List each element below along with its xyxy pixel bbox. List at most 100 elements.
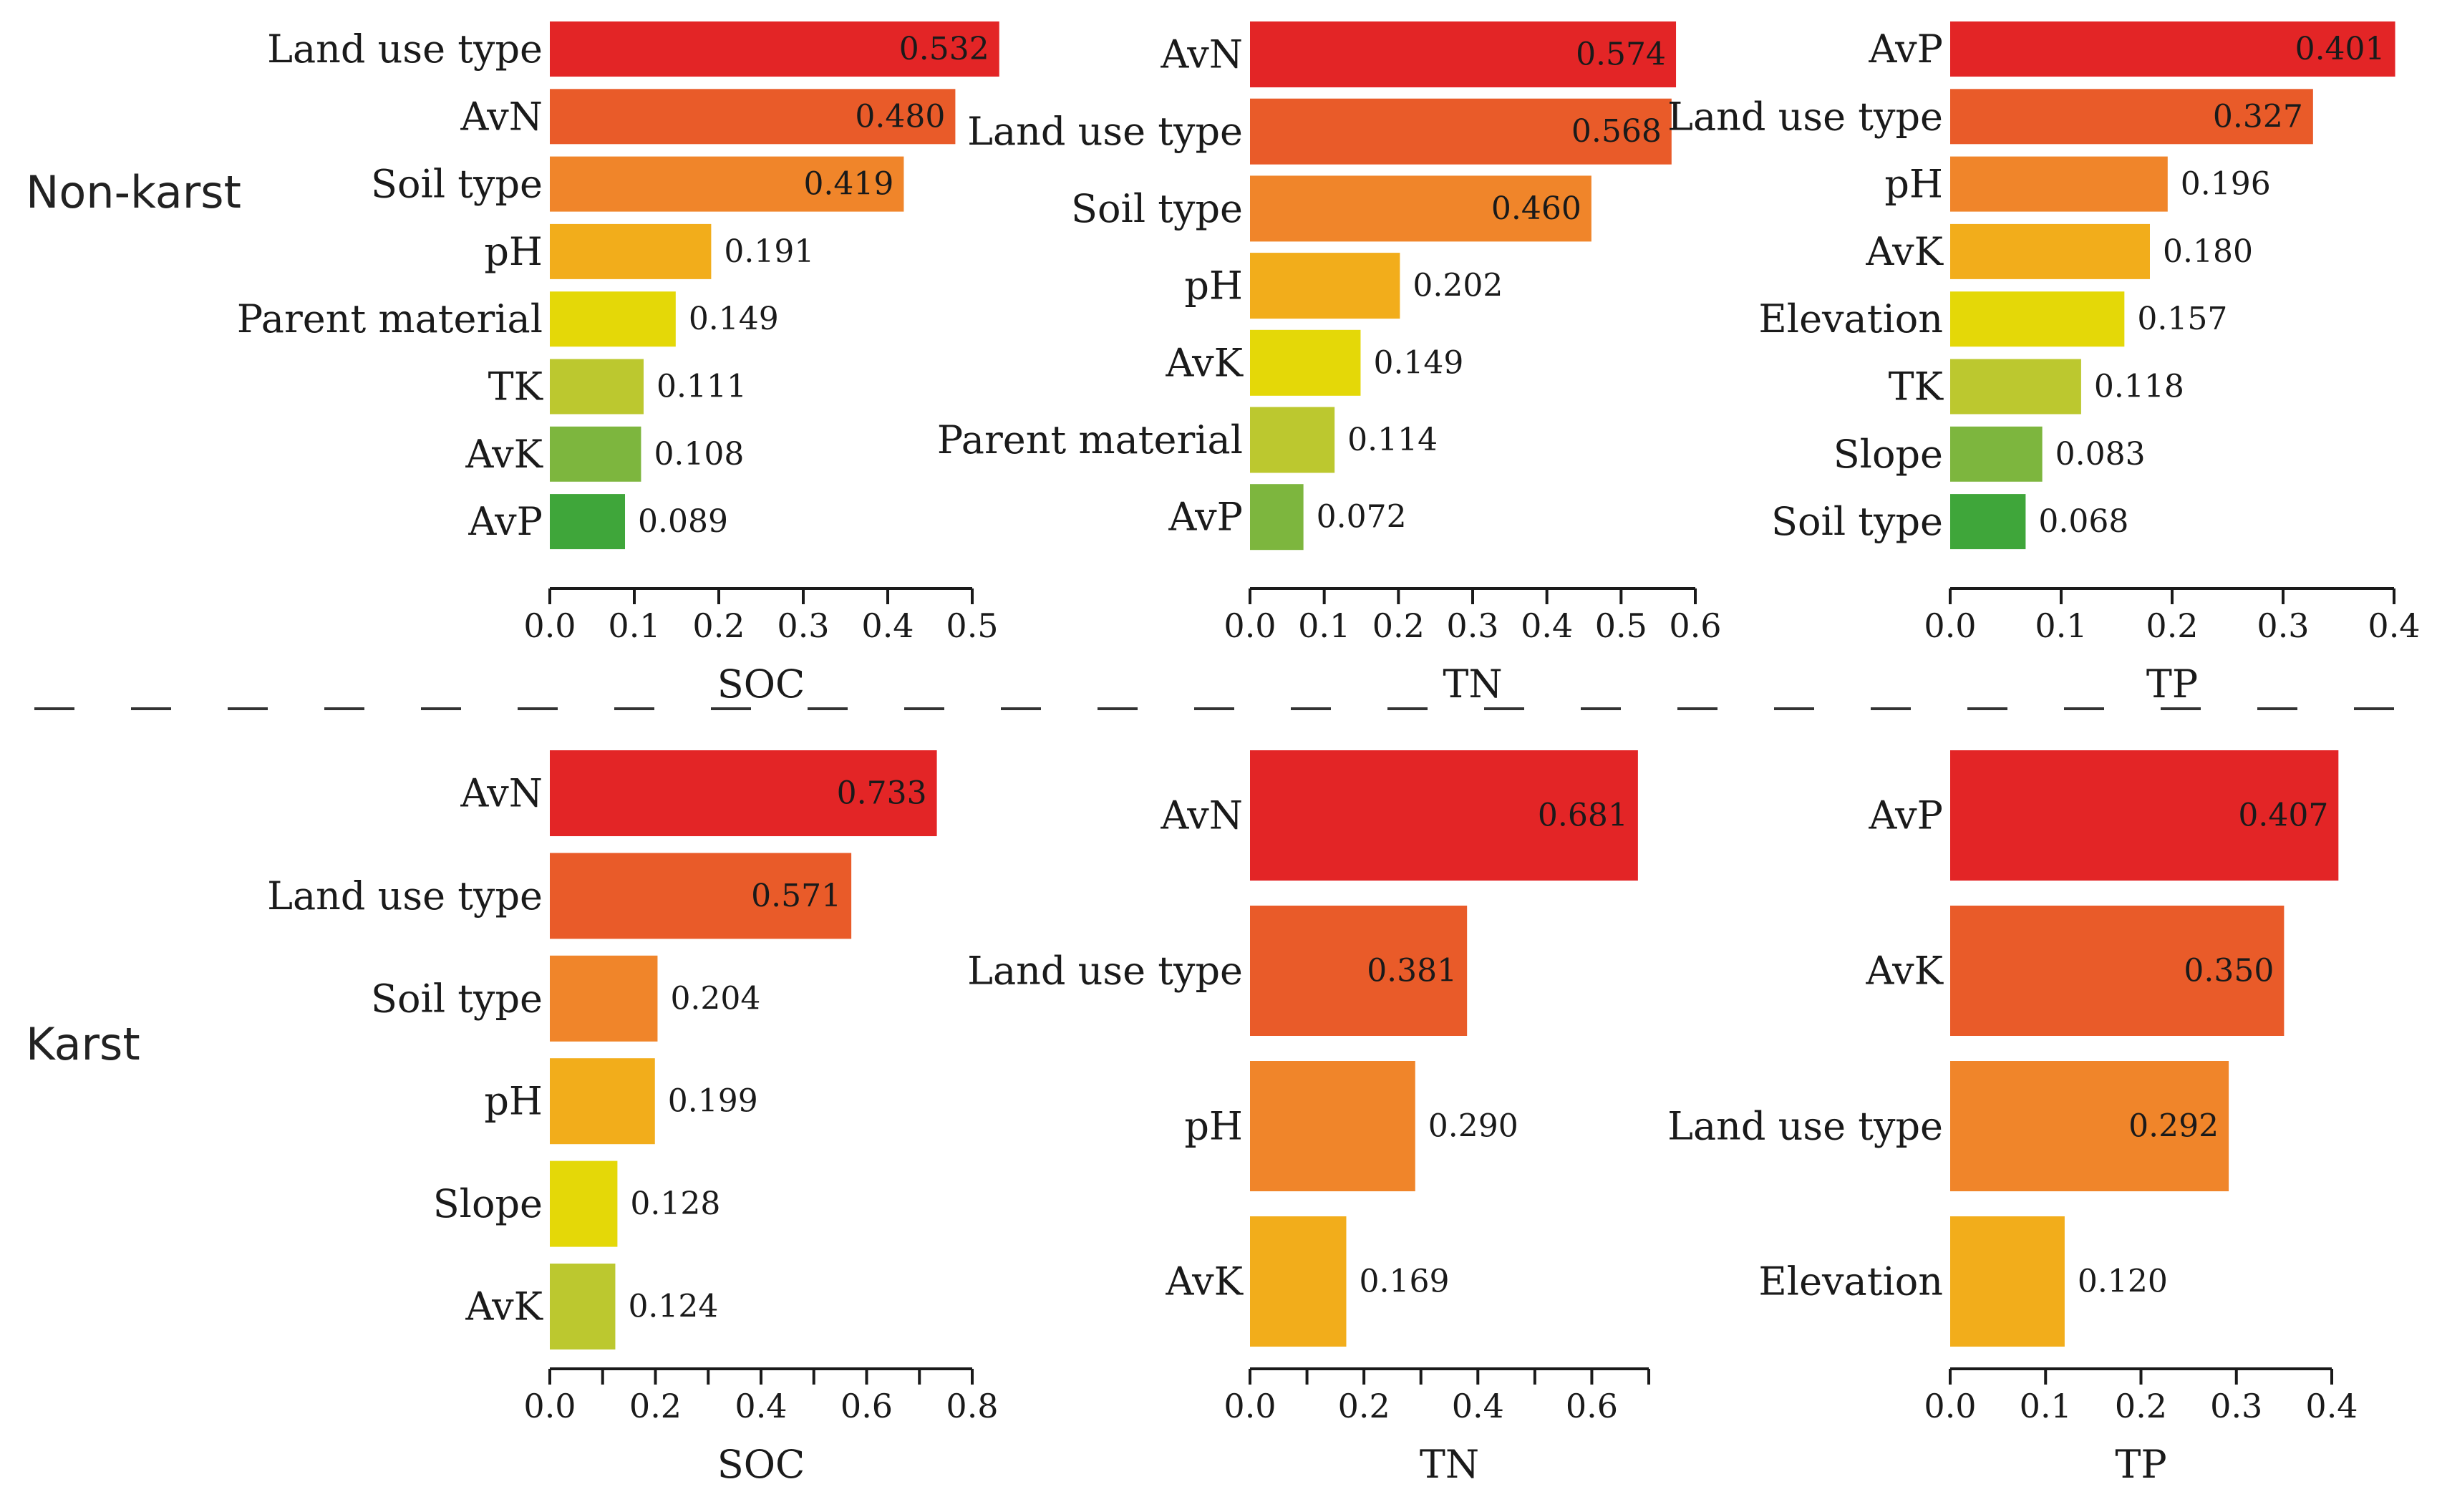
value-label: 0.149: [689, 301, 779, 337]
bar-ph: [550, 223, 712, 279]
x-tick-label: 0.1: [2035, 606, 2087, 645]
category-label: AvP: [1168, 495, 1243, 540]
value-label: 0.350: [2184, 953, 2274, 989]
value-label: 0.733: [837, 775, 927, 812]
x-tick-label: 0.8: [946, 1387, 998, 1425]
x-tick-label: 0.0: [1224, 1387, 1276, 1425]
value-label: 0.068: [2038, 503, 2128, 540]
x-tick-label: 0.5: [946, 606, 998, 645]
value-label: 0.419: [803, 166, 893, 203]
x-tick-label: 0.5: [1595, 606, 1647, 645]
value-label: 0.401: [2295, 31, 2385, 67]
x-axis-title: TP: [2115, 1442, 2166, 1487]
x-tick-label: 0.4: [861, 606, 914, 645]
category-label: pH: [1184, 1104, 1243, 1149]
bar-land-use-type: [1950, 89, 2313, 145]
value-label: 0.083: [2055, 436, 2146, 472]
value-label: 0.124: [628, 1289, 718, 1325]
bar-avk: [550, 1264, 616, 1349]
x-tick-label: 0.0: [1224, 606, 1276, 645]
value-label: 0.089: [638, 503, 728, 540]
x-axis-title: TN: [1443, 662, 1502, 707]
x-tick-label: 0.6: [840, 1387, 893, 1425]
value-label: 0.196: [2181, 166, 2271, 203]
x-tick-label: 0.2: [2115, 1387, 2167, 1425]
category-label: AvN: [460, 94, 543, 139]
bar-land-use-type: [1950, 1061, 2229, 1191]
category-label: Land use type: [267, 873, 543, 919]
x-tick-label: 0.1: [1298, 606, 1350, 645]
category-label: AvP: [1868, 26, 1943, 72]
x-tick-label: 0.3: [1446, 606, 1498, 645]
category-label: TK: [488, 364, 544, 410]
row-label-karst: Karst: [26, 1018, 140, 1070]
bar-avp: [550, 494, 626, 550]
category-label: AvP: [467, 499, 543, 544]
category-label: Land use type: [1667, 1104, 1943, 1149]
value-label: 0.292: [2128, 1108, 2219, 1145]
value-label: 0.111: [657, 369, 747, 405]
x-tick-label: 0.4: [1452, 1387, 1504, 1425]
x-tick-label: 0.4: [2368, 606, 2420, 645]
bar-avp: [1950, 21, 2395, 77]
x-tick-label: 0.2: [629, 1387, 682, 1425]
category-label: AvK: [1865, 949, 1944, 994]
category-label: TK: [1889, 364, 1944, 410]
value-label: 0.118: [2094, 369, 2184, 405]
bar-elevation: [1950, 291, 2125, 347]
x-tick-label: 0.2: [1338, 1387, 1390, 1425]
bar-avk: [1950, 223, 2150, 279]
bar-tk: [1950, 359, 2081, 415]
category-label: AvK: [1165, 1259, 1244, 1304]
x-tick-label: 0.1: [2020, 1387, 2072, 1425]
chart-karst-tp: AvP 0.407 AvK 0.350 Land use type 0.292 Elevat…: [1667, 750, 2358, 1487]
x-tick-label: 0.4: [1521, 606, 1573, 645]
chart-karst-soc: AvN 0.733 Land use type 0.571 Soil type 0.204…: [267, 750, 999, 1487]
bar-avk: [1250, 1216, 1347, 1347]
bar-soil-type: [550, 156, 904, 212]
value-label: 0.202: [1413, 268, 1503, 304]
bar-land-use-type: [1250, 98, 1672, 165]
value-label: 0.568: [1571, 113, 1662, 150]
bar-avk: [1950, 906, 2285, 1036]
category-label: Elevation: [1758, 1259, 1943, 1304]
value-label: 0.191: [724, 233, 814, 270]
category-label: pH: [1184, 263, 1243, 309]
category-label: Soil type: [371, 162, 543, 207]
value-label: 0.460: [1491, 190, 1581, 227]
category-label: pH: [1884, 162, 1943, 207]
bar-avp: [1250, 484, 1304, 551]
value-label: 0.199: [668, 1083, 758, 1120]
category-label: Parent material: [937, 417, 1243, 462]
x-tick-label: 0.0: [1924, 1387, 1976, 1425]
category-label: AvK: [1165, 340, 1244, 385]
bar-avn: [550, 750, 937, 836]
value-label: 0.681: [1538, 798, 1628, 834]
bar-avn: [1250, 21, 1677, 87]
bar-avn: [550, 89, 956, 145]
category-label: pH: [484, 229, 543, 274]
category-label: Land use type: [267, 26, 543, 72]
chart-nonkarst-soc: Land use type 0.532 AvN 0.480 Soil type 0.419…: [237, 21, 999, 707]
category-label: Parent material: [237, 296, 543, 341]
value-label: 0.120: [2078, 1264, 2168, 1300]
value-label: 0.532: [899, 31, 989, 67]
bar-avn: [1250, 750, 1638, 881]
value-label: 0.480: [855, 98, 945, 135]
x-axis-title: SOC: [717, 1442, 805, 1487]
category-label: AvN: [460, 771, 543, 816]
bar-avp: [1950, 750, 2339, 881]
value-label: 0.149: [1373, 344, 1463, 381]
value-label: 0.128: [630, 1186, 720, 1222]
x-tick-label: 0.3: [2210, 1387, 2262, 1425]
x-tick-label: 0.2: [692, 606, 745, 645]
x-tick-label: 0.3: [2257, 606, 2309, 645]
x-tick-label: 0.4: [735, 1387, 787, 1425]
row-label-nonkarst: Non-karst: [26, 166, 241, 218]
x-tick-label: 0.0: [523, 1387, 576, 1425]
x-tick-label: 0.3: [777, 606, 829, 645]
x-axis-title: TP: [2146, 662, 2198, 707]
value-label: 0.114: [1347, 422, 1438, 458]
bar-land-use-type: [550, 21, 999, 77]
